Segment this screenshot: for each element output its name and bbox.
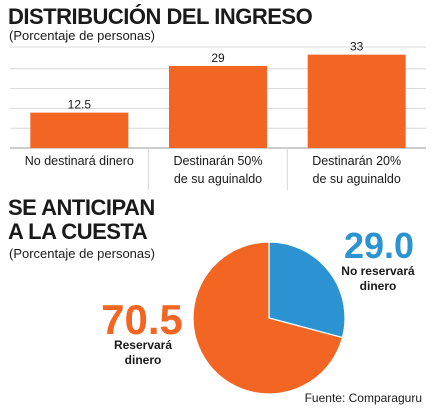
category-label: Destinarán 20% xyxy=(312,154,401,168)
bar-value-label: 29 xyxy=(211,51,225,65)
bar xyxy=(307,54,406,148)
pie-label-reservara-line-1: Reservará xyxy=(113,338,173,352)
pie-label-no-reservara: No reservará dinero xyxy=(338,264,418,294)
category-label: Destinarán 50% xyxy=(174,154,263,168)
pie-title-line-2: A LA CUESTA xyxy=(8,219,148,244)
bar-value-label: 12.5 xyxy=(68,98,92,112)
bar-chart-subtitle: (Porcentaje de personas) xyxy=(9,28,155,43)
pie-value-no-reservara: 29.0 xyxy=(344,225,414,266)
category-label: No destinará dinero xyxy=(25,154,134,168)
source-note: Fuente: Comparaguru xyxy=(304,391,422,405)
pie-slice-reservara xyxy=(192,241,344,395)
pie-slice-no-reservara xyxy=(268,241,346,339)
bar-chart-title: DISTRIBUCIÓN DEL INGRESO xyxy=(8,4,313,29)
pie-value-reservara: 70.5 xyxy=(101,296,183,343)
pie-label-no-reservara-line-2: dinero xyxy=(359,279,397,293)
bar xyxy=(30,112,129,148)
pie-chart-title: SE ANTICIPAN A LA CUESTA xyxy=(8,196,155,244)
pie-title-line-1: SE ANTICIPAN xyxy=(8,195,155,220)
category-label: de su aguinaldo xyxy=(174,172,262,186)
pie-label-reservara: Reservará dinero xyxy=(106,338,180,368)
bar xyxy=(169,65,267,148)
pie-label-reservara-line-2: dinero xyxy=(124,353,162,367)
bar-chart: 12.5 No destinará dinero 29 Destinarán 50% d… xyxy=(10,40,426,190)
category-label: de su aguinaldo xyxy=(313,172,401,186)
pie-chart-subtitle: (Porcentaje de personas) xyxy=(9,246,155,261)
pie-label-no-reservara-line-1: No reservará xyxy=(341,264,415,278)
bar-value-label: 33 xyxy=(350,40,364,54)
